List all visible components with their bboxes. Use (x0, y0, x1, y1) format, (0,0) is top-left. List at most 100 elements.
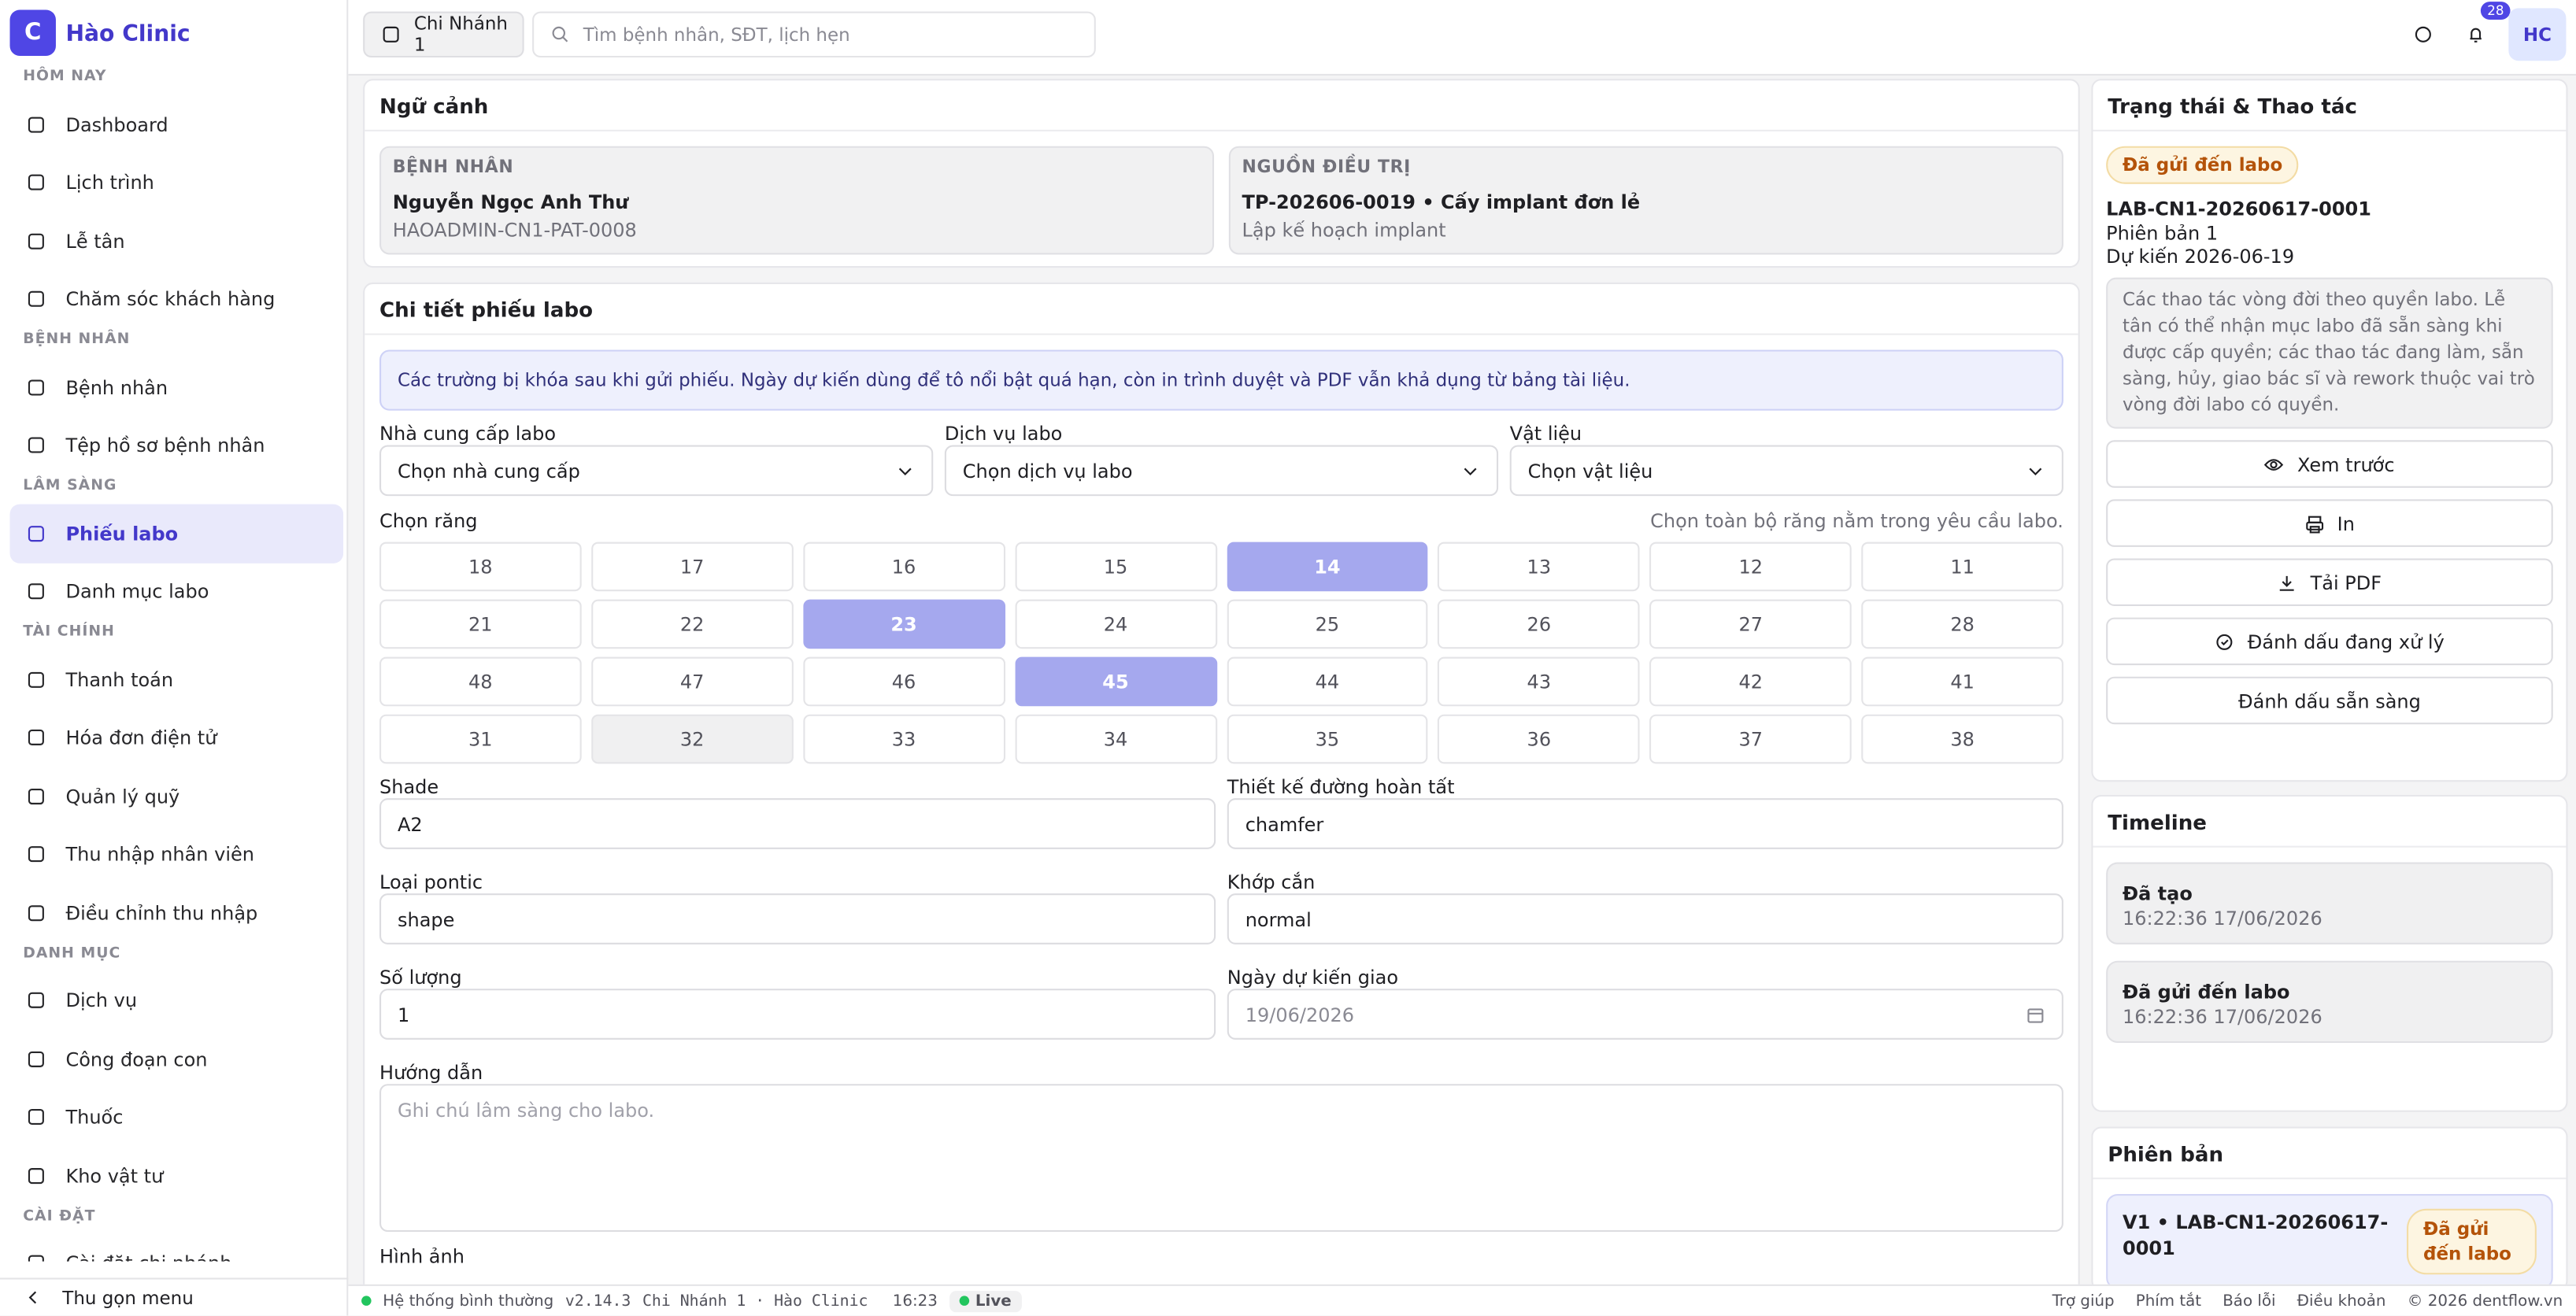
nav-item[interactable]: Thanh toán (10, 650, 344, 708)
nav-item[interactable]: Cài đặt chi nhánh (10, 1234, 344, 1262)
tooth[interactable]: 34 (1014, 714, 1217, 764)
tooth[interactable]: 47 (590, 656, 794, 707)
tooth[interactable]: 26 (1438, 599, 1641, 649)
action-button[interactable]: Đánh dấu đang xử lý (2106, 617, 2553, 666)
context-card: Ngữ cảnh BỆNH NHÂN Nguyễn Ngọc Anh Thư HAOA… (363, 79, 2080, 268)
tooth[interactable]: 21 (379, 599, 582, 649)
nav-item[interactable]: Chăm sóc khách hàng (10, 270, 344, 328)
action-label: Xem trước (2297, 452, 2395, 476)
nav-item[interactable]: Công đoạn con (10, 1030, 344, 1088)
text-input[interactable]: chamfer (1227, 798, 2063, 849)
action-button[interactable]: Xem trước (2106, 440, 2553, 488)
nav-item[interactable]: Lịch trình (10, 153, 344, 212)
footer-link[interactable]: Điều khoản (2297, 1292, 2386, 1310)
tooth[interactable]: 35 (1226, 714, 1429, 764)
versions-card: Phiên bản V1 • LAB-CN1-20260617-0001 Đã gử… (2091, 1126, 2568, 1292)
tooth[interactable]: 13 (1438, 542, 1641, 592)
tooth[interactable]: 45 (1014, 656, 1217, 707)
collapse-menu[interactable]: Thu gọn menu (0, 1277, 349, 1315)
nav: HÔM NAY Dashboard Lịch trình Lễ tân Chăm sóc… (9, 65, 344, 1262)
nav-item[interactable]: Phiếu labo (9, 504, 344, 563)
nav-item[interactable]: Danh mục labo (10, 563, 344, 621)
tooth[interactable]: 42 (1649, 656, 1852, 707)
tooth[interactable]: 48 (379, 656, 582, 707)
nav-group-title: LÂM SÀNG (23, 478, 117, 495)
tooth[interactable]: 37 (1649, 714, 1852, 764)
help-button[interactable] (2399, 12, 2448, 57)
input-value: 1 (397, 1002, 410, 1026)
tooth[interactable]: 28 (1861, 599, 2063, 649)
nav-item[interactable]: Thuốc (10, 1088, 344, 1146)
tooth[interactable]: 24 (1014, 599, 1217, 649)
nav-item[interactable]: Tệp hồ sơ bệnh nhân (10, 416, 344, 475)
text-field: Shade A2 (379, 775, 1216, 849)
tooth[interactable]: 12 (1649, 542, 1852, 592)
status-badge: Đã gửi đến labo (2106, 146, 2300, 184)
nav-item[interactable]: Điều chỉnh thu nhập (10, 884, 344, 942)
icon (28, 1109, 44, 1126)
select-input[interactable]: Chọn dịch vụ labo (944, 445, 1499, 497)
logo: C (9, 9, 56, 56)
version-item[interactable]: V1 • LAB-CN1-20260617-0001 Đã gửi đến lab… (2106, 1194, 2553, 1290)
select-input[interactable]: Chọn nhà cung cấp (379, 445, 934, 497)
tooth[interactable]: 14 (1226, 542, 1429, 592)
nav-label: Dashboard (65, 113, 168, 136)
avatar[interactable]: HC (2508, 8, 2567, 61)
nav-label: Thu nhập nhân viên (65, 842, 254, 867)
text-input[interactable]: shape (379, 893, 1216, 944)
footer-link[interactable]: Trợ giúp (2052, 1292, 2115, 1310)
text-input[interactable]: normal (1227, 893, 2063, 944)
tooth[interactable]: 18 (379, 542, 582, 592)
tooth[interactable]: 44 (1226, 656, 1429, 707)
select-input[interactable]: Chọn vật liệu (1509, 445, 2063, 497)
collapse-label: Thu gọn menu (62, 1286, 194, 1309)
icon (28, 175, 44, 191)
tooth[interactable]: 36 (1438, 714, 1641, 764)
tooth[interactable]: 43 (1438, 656, 1641, 707)
tooth[interactable]: 31 (379, 714, 582, 764)
textarea[interactable]: Ghi chú lâm sàng cho labo. (379, 1084, 2063, 1233)
tooth[interactable]: 11 (1861, 542, 2063, 592)
context-label: NGUỒN ĐIỀU TRỊ (1242, 157, 1411, 178)
status-dot (361, 1296, 372, 1306)
nav-item[interactable]: Quản lý quỹ (10, 767, 344, 825)
nav-item[interactable]: Bệnh nhân (10, 358, 344, 416)
nav-item[interactable]: Hóa đơn điện tử (10, 708, 344, 767)
footer-link[interactable]: Phím tắt (2135, 1292, 2202, 1310)
nav-group-title: BỆNH NHÂN (23, 331, 131, 349)
nav-item[interactable]: Kho vật tư (10, 1147, 344, 1205)
timeline-item: Đã gửi đến labo 16:22:36 17/06/2026 (2106, 960, 2553, 1044)
notification-button[interactable] (2451, 12, 2500, 57)
tooth[interactable]: 25 (1226, 599, 1429, 649)
tooth[interactable]: 27 (1649, 599, 1852, 649)
nav-item[interactable]: Thu nhập nhân viên (10, 826, 344, 884)
tooth[interactable]: 46 (802, 656, 1005, 707)
nav-label: Lịch trình (65, 171, 154, 194)
icon (28, 583, 44, 600)
nav-item[interactable]: Lễ tân (10, 212, 344, 270)
nav-item[interactable]: Dịch vụ (10, 971, 344, 1030)
branch-selector[interactable]: Chi Nhánh 1 (363, 11, 524, 58)
notice: Các trường bị khóa sau khi gửi phiếu. Ng… (379, 349, 2063, 411)
tooth[interactable]: 16 (802, 542, 1005, 592)
tooth[interactable]: 22 (590, 599, 794, 649)
search-box[interactable]: Tìm bệnh nhân, SĐT, lịch hẹn (532, 11, 1096, 58)
timeline-label: Đã tạo (2123, 882, 2193, 905)
instructions-field: Hướng dẫn Ghi chú lâm sàng cho labo. (379, 1061, 2063, 1233)
action-button[interactable]: In (2106, 499, 2553, 547)
text-input[interactable]: 1 (379, 989, 1216, 1040)
text-input[interactable]: A2 (379, 798, 1216, 849)
tooth[interactable]: 41 (1861, 656, 2063, 707)
action-button[interactable]: Đánh dấu sẵn sàng (2106, 676, 2553, 725)
tooth[interactable]: 33 (802, 714, 1005, 764)
tooth[interactable]: 17 (590, 542, 794, 592)
nav-group-title: TÀI CHÍNH (23, 623, 115, 641)
tooth[interactable]: 23 (802, 599, 1005, 649)
tooth[interactable]: 38 (1861, 714, 2063, 764)
footer-link[interactable]: Báo lỗi (2223, 1292, 2276, 1310)
action-button[interactable]: Tải PDF (2106, 558, 2553, 606)
icon (28, 993, 44, 1009)
tooth[interactable]: 15 (1014, 542, 1217, 592)
nav-item[interactable]: Dashboard (10, 95, 344, 153)
